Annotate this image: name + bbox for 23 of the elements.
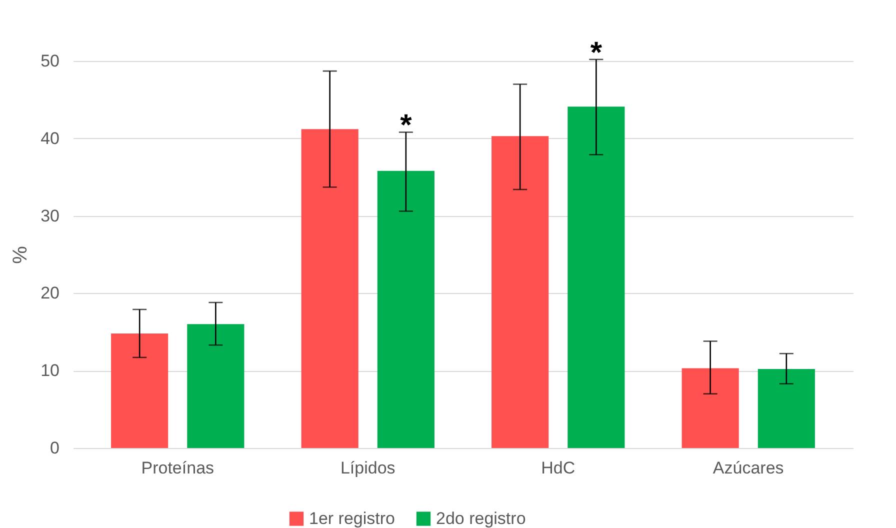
legend-label: 1er registro [309,508,395,528]
data-label: * [400,109,412,142]
data-label: * [590,36,602,70]
bar [758,369,815,448]
bar [301,129,358,448]
bar [682,368,739,448]
y-axis-title: % [10,246,32,264]
y-tick-label: 20 [40,284,60,303]
y-tick-label: 30 [40,206,60,226]
y-tick-label: 10 [40,361,60,380]
x-tick-label: HdC [541,458,576,478]
legend-label: 2do registro [436,508,526,528]
x-tick-label: Proteínas [141,458,214,478]
y-tick-label: 40 [40,128,60,148]
bar [377,170,434,448]
x-tick-label: Lípidos [340,458,396,478]
bar [187,324,244,448]
bar [111,333,168,448]
x-tick-label: Azúcares [712,458,784,478]
bar [568,106,625,448]
y-tick-label: 50 [40,52,60,70]
bar [492,136,549,448]
y-tick-label: 0 [50,438,60,458]
